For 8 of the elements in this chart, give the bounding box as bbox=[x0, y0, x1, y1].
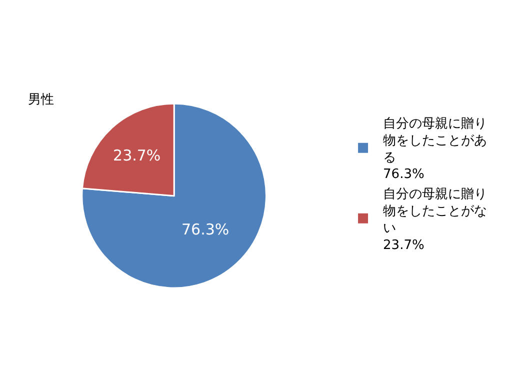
chart-title: 男性 bbox=[28, 92, 54, 108]
data-label: 76.3% bbox=[181, 220, 230, 239]
legend-label: 自分の母親に贈り物をしたことがある bbox=[383, 116, 488, 166]
text: 23.7% bbox=[383, 238, 424, 253]
text: 76.3% bbox=[383, 167, 424, 182]
pie-slice bbox=[81, 102, 267, 289]
data-label: 23.7% bbox=[113, 146, 161, 164]
legend-label: 自分の母親に贈り物をしたことがない bbox=[383, 187, 488, 236]
